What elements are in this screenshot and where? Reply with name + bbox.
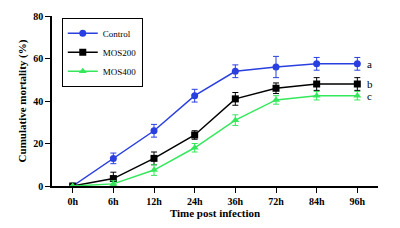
svg-text:c: c bbox=[367, 90, 372, 102]
svg-text:MOS200: MOS200 bbox=[103, 48, 137, 58]
svg-text:b: b bbox=[367, 78, 373, 90]
svg-text:6h: 6h bbox=[108, 196, 119, 207]
svg-text:a: a bbox=[367, 58, 372, 70]
svg-text:0: 0 bbox=[38, 181, 43, 192]
svg-text:20: 20 bbox=[33, 138, 43, 149]
svg-text:Cumulative mortality (%): Cumulative mortality (%) bbox=[16, 39, 29, 162]
svg-text:Time post infection: Time post infection bbox=[170, 207, 260, 219]
svg-text:MOS400: MOS400 bbox=[103, 67, 137, 77]
svg-text:96h: 96h bbox=[350, 196, 366, 207]
svg-text:60: 60 bbox=[33, 53, 43, 64]
svg-text:24h: 24h bbox=[187, 196, 203, 207]
svg-text:Control: Control bbox=[103, 29, 131, 39]
svg-text:40: 40 bbox=[33, 96, 43, 107]
svg-text:0h: 0h bbox=[67, 196, 78, 207]
svg-text:12h: 12h bbox=[146, 196, 162, 207]
svg-text:84h: 84h bbox=[309, 196, 325, 207]
svg-text:72h: 72h bbox=[268, 196, 284, 207]
svg-text:80: 80 bbox=[33, 11, 43, 22]
svg-text:36h: 36h bbox=[228, 196, 244, 207]
